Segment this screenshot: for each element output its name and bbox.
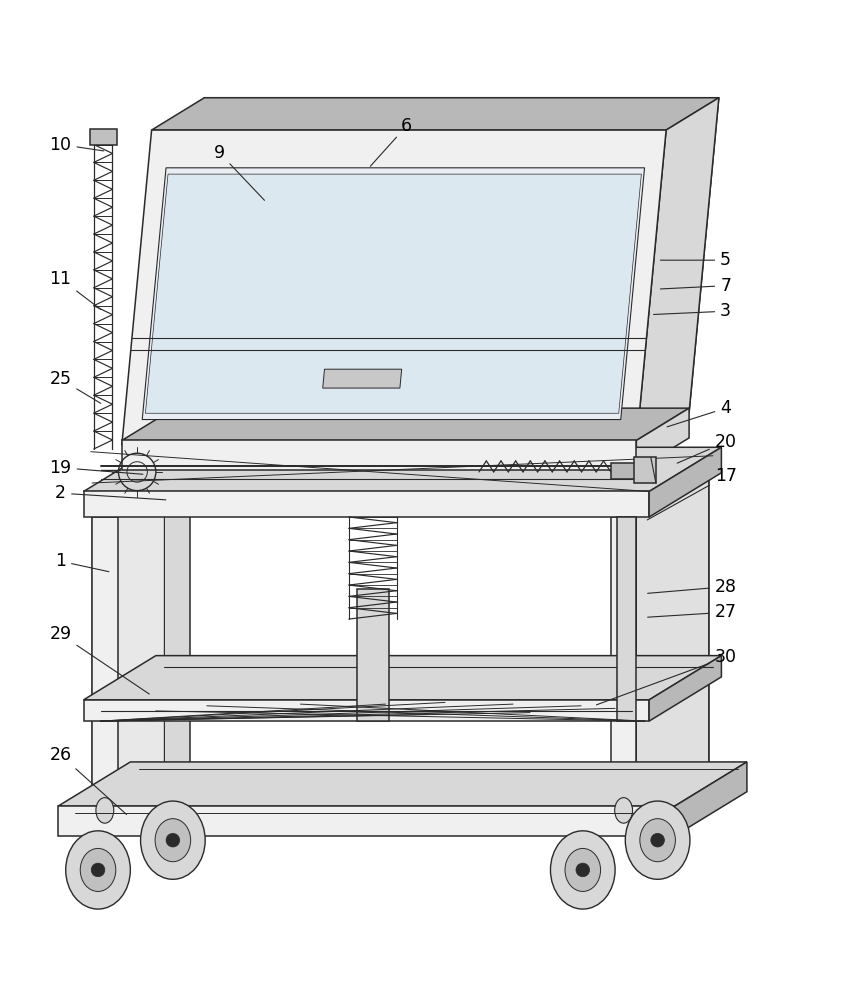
Polygon shape [122,440,636,470]
Polygon shape [617,517,635,721]
Text: 3: 3 [654,302,731,320]
Polygon shape [357,589,389,721]
Ellipse shape [565,848,601,891]
Text: 17: 17 [647,467,737,520]
Text: 28: 28 [648,578,737,596]
Circle shape [651,833,664,847]
Polygon shape [84,447,722,491]
Polygon shape [636,473,709,810]
Text: 2: 2 [55,484,166,502]
Circle shape [92,863,104,877]
Polygon shape [164,473,190,766]
Polygon shape [142,168,645,420]
Text: 6: 6 [371,117,413,166]
Polygon shape [675,762,747,836]
Circle shape [576,863,590,877]
Ellipse shape [140,801,205,879]
Text: 9: 9 [214,144,265,200]
Polygon shape [160,808,186,825]
Polygon shape [636,408,689,470]
Ellipse shape [550,831,615,909]
Polygon shape [92,517,117,810]
Text: 5: 5 [660,251,731,269]
Polygon shape [84,491,649,517]
Ellipse shape [66,831,130,909]
Polygon shape [84,656,722,700]
Polygon shape [122,130,666,445]
Polygon shape [58,806,675,836]
Polygon shape [636,98,719,445]
Polygon shape [152,98,719,130]
Polygon shape [611,517,636,810]
Text: 11: 11 [50,270,101,310]
Polygon shape [683,473,709,766]
Text: 30: 30 [597,648,737,705]
Polygon shape [649,656,722,721]
Text: 4: 4 [667,399,731,427]
Text: 19: 19 [50,459,143,477]
Polygon shape [84,700,649,721]
Ellipse shape [96,798,114,823]
Polygon shape [645,808,670,825]
Polygon shape [633,457,656,483]
Ellipse shape [615,798,633,823]
Text: 26: 26 [50,746,127,815]
Polygon shape [175,98,719,412]
Polygon shape [122,408,689,440]
Text: 25: 25 [50,370,101,403]
Polygon shape [323,369,401,388]
Polygon shape [570,838,596,855]
Ellipse shape [639,819,675,862]
Text: 29: 29 [50,625,149,694]
Circle shape [166,833,180,847]
Text: 27: 27 [648,603,737,621]
Text: 20: 20 [677,433,737,463]
Polygon shape [90,129,116,145]
Ellipse shape [80,848,116,891]
Polygon shape [86,838,110,855]
Polygon shape [58,762,747,806]
Text: 1: 1 [55,552,109,572]
Ellipse shape [625,801,690,879]
Polygon shape [649,447,722,517]
Polygon shape [92,473,164,810]
Polygon shape [146,174,641,413]
Polygon shape [611,463,636,479]
Text: 10: 10 [50,136,104,154]
Ellipse shape [155,819,191,862]
Text: 7: 7 [660,277,731,295]
